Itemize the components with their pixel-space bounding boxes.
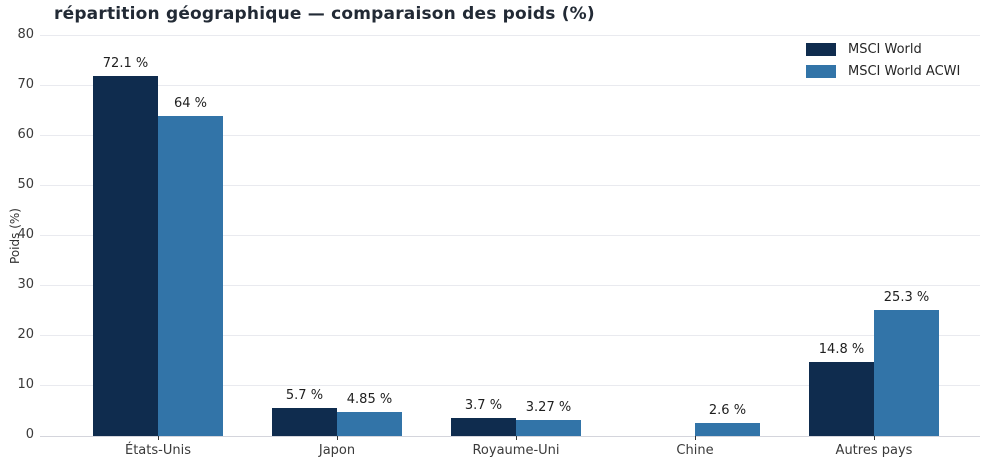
bar-value-label: 25.3 % bbox=[883, 289, 930, 305]
x-tick-mark bbox=[158, 436, 159, 440]
y-tick-label-20: 20 bbox=[17, 327, 34, 342]
gridline-60 bbox=[40, 135, 980, 136]
gridline-50 bbox=[40, 185, 980, 186]
bar-msci-world-acwi-autres-pays bbox=[874, 309, 939, 436]
gridline-10 bbox=[40, 385, 980, 386]
legend: MSCI World MSCI World ACWI bbox=[806, 42, 960, 79]
y-tick-label-30: 30 bbox=[17, 277, 34, 292]
bar-value-label: 5.7 % bbox=[285, 387, 324, 403]
bar-msci-world-royaume-uni bbox=[451, 417, 516, 436]
gridline-40 bbox=[40, 235, 980, 236]
x-tick-label-autres-pays: Autres pays bbox=[835, 443, 913, 458]
bar-value-label: 72.1 % bbox=[102, 55, 149, 71]
gridline-70 bbox=[40, 85, 980, 86]
x-tick-label-états-unis: États-Unis bbox=[125, 443, 191, 458]
bar-value-label: 3.27 % bbox=[525, 399, 572, 415]
x-axis-line bbox=[40, 436, 980, 437]
bar-value-label: 2.6 % bbox=[708, 403, 747, 418]
legend-swatch-msci-world bbox=[806, 43, 836, 56]
y-tick-label-40: 40 bbox=[17, 227, 34, 242]
gridline-30 bbox=[40, 285, 980, 286]
x-tick-mark bbox=[516, 436, 517, 440]
y-tick-label-60: 60 bbox=[17, 127, 34, 142]
bar-msci-world-acwi-chine bbox=[695, 423, 760, 436]
bar-msci-world-acwi-japon bbox=[337, 411, 402, 436]
legend-label-msci-world: MSCI World bbox=[848, 42, 922, 57]
legend-swatch-msci-world-acwi bbox=[806, 65, 836, 78]
chart-title: répartition géographique — comparaison d… bbox=[54, 4, 595, 24]
x-tick-label-japon: Japon bbox=[318, 443, 356, 458]
x-tick-label-royaume-uni: Royaume-Uni bbox=[472, 443, 560, 458]
y-tick-label-10: 10 bbox=[17, 377, 34, 392]
legend-item-msci-world-acwi: MSCI World ACWI bbox=[806, 64, 960, 79]
x-tick-mark bbox=[874, 436, 875, 440]
x-tick-label-chine: Chine bbox=[676, 443, 714, 458]
x-tick-mark bbox=[337, 436, 338, 440]
y-tick-label-80: 80 bbox=[17, 27, 34, 42]
x-tick-mark bbox=[695, 436, 696, 440]
bar-msci-world-japon bbox=[272, 407, 337, 436]
y-tick-label-0: 0 bbox=[25, 427, 34, 442]
legend-item-msci-world: MSCI World bbox=[806, 42, 960, 57]
plot-area: 72.1 % 64 % 5.7 % 4.85 % 3.7 % 3.27 % 2.6 % 14.… bbox=[40, 35, 980, 437]
bar-msci-world-acwi-états-unis bbox=[158, 116, 223, 436]
bar-msci-world-états-unis bbox=[93, 75, 158, 436]
gridline-20 bbox=[40, 335, 980, 336]
bar-value-label: 3.7 % bbox=[464, 397, 503, 413]
y-tick-label-50: 50 bbox=[17, 177, 34, 192]
bar-value-label: 64 % bbox=[173, 96, 208, 111]
gridline-80 bbox=[40, 35, 980, 36]
y-tick-label-70: 70 bbox=[17, 77, 34, 92]
bar-value-label: 4.85 % bbox=[346, 391, 393, 407]
bar-value-label: 14.8 % bbox=[818, 342, 865, 357]
bar-msci-world-autres-pays bbox=[809, 362, 874, 436]
bar-msci-world-acwi-royaume-uni bbox=[516, 419, 581, 436]
legend-label-msci-world-acwi: MSCI World ACWI bbox=[848, 64, 961, 79]
